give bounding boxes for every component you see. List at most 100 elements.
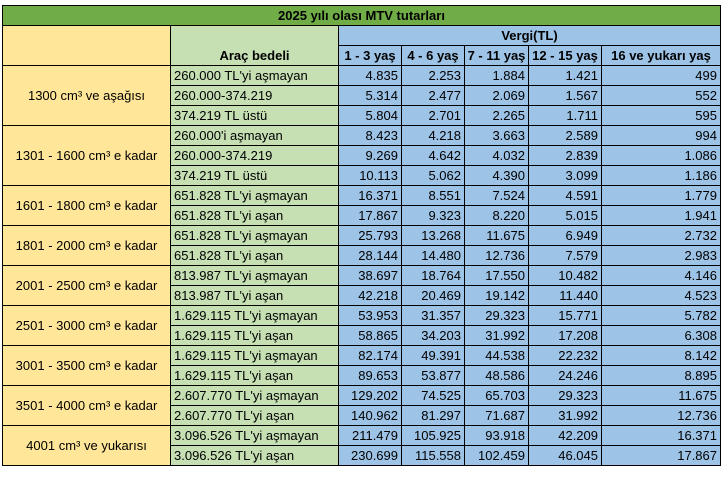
table-row: 3501 - 4000 cm³ e kadar 2.607.770 TL'yi a… — [2, 385, 721, 426]
tax-value-cell: 3.099 — [528, 165, 602, 186]
tax-value-cell: 2.839 — [528, 145, 602, 166]
tax-value-cell: 24.246 — [528, 365, 602, 386]
tax-value-cell: 49.391 — [401, 345, 465, 366]
tax-value-cell: 29.323 — [464, 305, 529, 326]
tax-value-cell: 17.867 — [601, 445, 721, 466]
table-row: 4001 cm³ ve yukarısı 3.096.526 TL'yi aşma… — [2, 425, 721, 466]
tax-value-cell: 18.764 — [401, 265, 465, 286]
engine-size-cell: 4001 cm³ ve yukarısı — [2, 425, 171, 466]
tax-value-cell: 2.253 — [401, 65, 465, 86]
arac-bedeli-cell: 374.219 TL üstü — [170, 165, 339, 186]
table-row: 3001 - 3500 cm³ e kadar 1.629.115 TL'yi a… — [2, 345, 721, 386]
tax-value-cell: 12.736 — [601, 405, 721, 426]
tax-value-cell: 13.268 — [401, 225, 465, 246]
arac-bedeli-cell: 1.629.115 TL'yi aşmayan — [170, 305, 339, 326]
age-header-7-11: 7 - 11 yaş — [464, 45, 529, 66]
tax-value-cell: 89.653 — [338, 365, 402, 386]
tax-value-cell: 74.525 — [401, 385, 465, 406]
table-row: 260.000-374.219 9.269 4.642 4.032 2.839 1.086 — [3, 145, 721, 166]
tax-value-cell: 65.703 — [464, 385, 529, 406]
tax-value-cell: 58.865 — [338, 325, 402, 346]
tax-value-cell: 5.782 — [601, 305, 721, 326]
tax-value-cell: 1.884 — [464, 65, 529, 86]
tax-value-cell: 12.736 — [464, 245, 529, 266]
arac-bedeli-cell: 813.987 TL'yi aşmayan — [170, 265, 339, 286]
engine-size-cell: 1301 - 1600 cm³ e kadar — [2, 125, 171, 186]
engine-size-cell: 1300 cm³ ve aşağısı — [2, 65, 171, 126]
table-row: 2501 - 3000 cm³ e kadar 1.629.115 TL'yi a… — [2, 305, 721, 346]
table-row: 2001 - 2500 cm³ e kadar 813.987 TL'yi aşm… — [2, 265, 721, 306]
tax-value-cell: 140.962 — [338, 405, 402, 426]
arac-bedeli-cell: 651.828 TL'yi aşan — [170, 245, 339, 266]
tax-value-cell: 4.835 — [338, 65, 402, 86]
arac-bedeli-header: Araç bedeli — [170, 25, 339, 66]
tax-value-cell: 1.421 — [528, 65, 602, 86]
table-row: 1801 - 2000 cm³ e kadar 651.828 TL'yi aşm… — [2, 225, 721, 266]
tax-value-cell: 230.699 — [338, 445, 402, 466]
table-row: 813.987 TL'yi aşan 42.218 20.469 19.142 11.4… — [3, 285, 721, 306]
table-row: 1300 cm³ ve aşağısı 260.000 TL'yi aşmayan… — [2, 65, 721, 126]
tax-value-cell: 34.203 — [401, 325, 465, 346]
table-row: 1601 - 1800 cm³ e kadar 651.828 TL'yi aşm… — [2, 185, 721, 226]
tax-value-cell: 7.524 — [464, 185, 529, 206]
arac-bedeli-cell: 260.000-374.219 — [170, 145, 339, 166]
tax-value-cell: 105.925 — [401, 425, 465, 446]
tax-value-cell: 2.589 — [528, 125, 602, 146]
mtv-table: 2025 yılı olası MTV tutarları Araç bedel… — [2, 5, 721, 466]
tax-value-cell: 2.265 — [464, 105, 529, 126]
tax-value-cell: 17.550 — [464, 265, 529, 286]
tax-value-cell: 17.867 — [338, 205, 402, 226]
age-header-16-plus: 16 ve yukarı yaş — [601, 45, 721, 66]
tax-value-cell: 1.941 — [601, 205, 721, 226]
tax-value-cell: 2.069 — [464, 85, 529, 106]
tax-value-cell: 10.113 — [338, 165, 402, 186]
tax-value-cell: 1.186 — [601, 165, 721, 186]
tax-value-cell: 6.949 — [528, 225, 602, 246]
tax-value-cell: 16.371 — [338, 185, 402, 206]
age-header-4-6: 4 - 6 yaş — [401, 45, 465, 66]
table-row: 3.096.526 TL'yi aşan 230.699 115.558 102.45… — [3, 445, 721, 466]
tax-value-cell: 5.314 — [338, 85, 402, 106]
tax-value-cell: 115.558 — [401, 445, 465, 466]
tax-value-cell: 38.697 — [338, 265, 402, 286]
tax-value-cell: 53.877 — [401, 365, 465, 386]
engine-size-cell: 2501 - 3000 cm³ e kadar — [2, 305, 171, 346]
tax-value-cell: 53.953 — [338, 305, 402, 326]
engine-size-cell: 3501 - 4000 cm³ e kadar — [2, 385, 171, 426]
tax-value-cell: 11.675 — [601, 385, 721, 406]
arac-bedeli-cell: 1.629.115 TL'yi aşan — [170, 365, 339, 386]
engine-size-cell: 1801 - 2000 cm³ e kadar — [2, 225, 171, 266]
tax-value-cell: 994 — [601, 125, 721, 146]
tax-value-cell: 19.142 — [464, 285, 529, 306]
table-row: 1301 - 1600 cm³ e kadar 260.000'i aşmayan… — [2, 125, 721, 186]
tax-value-cell: 1.086 — [601, 145, 721, 166]
tax-value-cell: 4.591 — [528, 185, 602, 206]
engine-size-cell: 2001 - 2500 cm³ e kadar — [2, 265, 171, 306]
tax-value-cell: 42.218 — [338, 285, 402, 306]
tax-value-cell: 8.220 — [464, 205, 529, 226]
tax-value-cell: 9.323 — [401, 205, 465, 226]
tax-value-cell: 5.015 — [528, 205, 602, 226]
tax-value-cell: 93.918 — [464, 425, 529, 446]
tax-value-cell: 8.895 — [601, 365, 721, 386]
tax-value-cell: 71.687 — [464, 405, 529, 426]
tax-value-cell: 4.146 — [601, 265, 721, 286]
tax-value-cell: 6.308 — [601, 325, 721, 346]
arac-bedeli-cell: 260.000 TL'yi aşmayan — [170, 65, 339, 86]
tax-value-cell: 499 — [601, 65, 721, 86]
tax-value-cell: 1.567 — [528, 85, 602, 106]
tax-value-cell: 29.323 — [528, 385, 602, 406]
tax-value-cell: 1.711 — [528, 105, 602, 126]
tax-value-cell: 31.992 — [528, 405, 602, 426]
tax-value-cell: 8.142 — [601, 345, 721, 366]
tax-value-cell: 9.269 — [338, 145, 402, 166]
arac-bedeli-cell: 3.096.526 TL'yi aşan — [170, 445, 339, 466]
engine-header-cell — [2, 25, 171, 66]
table-row: 651.828 TL'yi aşan 28.144 14.480 12.736 7.57… — [3, 245, 721, 266]
engine-size-cell: 1601 - 1800 cm³ e kadar — [2, 185, 171, 226]
tax-value-cell: 102.459 — [464, 445, 529, 466]
tax-value-cell: 28.144 — [338, 245, 402, 266]
engine-size-cell: 3001 - 3500 cm³ e kadar — [2, 345, 171, 386]
tax-value-cell: 44.538 — [464, 345, 529, 366]
table-row: 260.000-374.219 5.314 2.477 2.069 1.567 552 — [3, 85, 721, 106]
